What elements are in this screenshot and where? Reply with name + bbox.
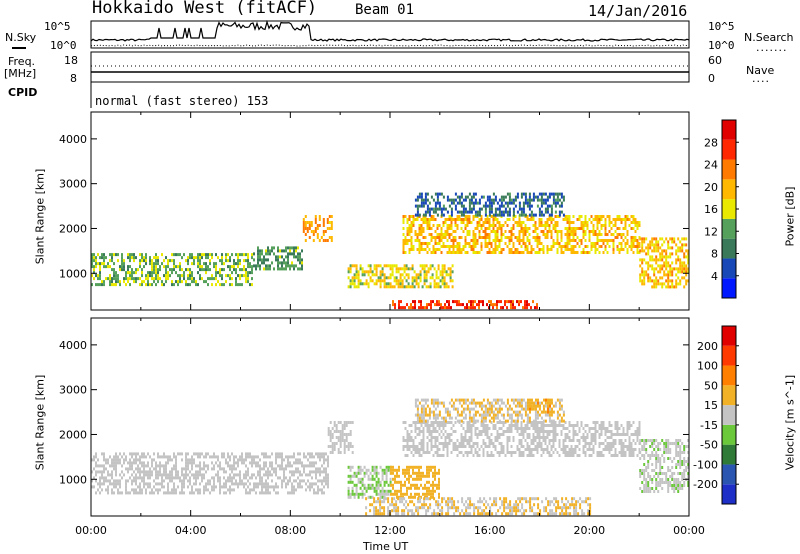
velocity-colorbar-tick-label: 100 xyxy=(697,360,718,373)
velocity-colorbar-cell xyxy=(722,385,736,406)
station-title: Hokkaido West (fitACF) xyxy=(92,0,318,18)
nsky-label: N.Sky xyxy=(5,31,37,44)
velocity-colorbar-cell xyxy=(722,464,736,485)
velocity-colorbar-tick-label: -15 xyxy=(700,419,718,432)
nave-bottom: 0 xyxy=(708,72,715,85)
velocity-ytick-label: 2000 xyxy=(59,428,87,441)
power-colorbar-tick-label: 8 xyxy=(711,248,718,261)
power-band xyxy=(639,237,690,289)
power-colorbar-cell xyxy=(722,159,736,180)
nsky-scale-top: 10^5 xyxy=(44,20,71,33)
xtick-label: 12:00 xyxy=(374,524,406,537)
power-band xyxy=(392,300,538,310)
velocity-colorbar-tick-label: 200 xyxy=(697,340,718,353)
nave-label: Nave xyxy=(746,64,775,77)
velocity-colorbar-tick-label: 15 xyxy=(704,399,718,412)
power-colorbar-cell xyxy=(722,278,736,298)
velocity-colorbar-cell xyxy=(722,484,736,504)
nsky-trace xyxy=(90,19,690,42)
velocity-colorbar-tick-label: -200 xyxy=(693,478,718,491)
power-colorbar-cell xyxy=(722,218,736,239)
nsearch-scale-bottom: 10^0 xyxy=(708,39,735,52)
nsky-legend-line xyxy=(12,47,26,49)
nsearch-legend-dots: ······· xyxy=(756,44,788,57)
power-band xyxy=(91,253,253,287)
power-colorbar-cell xyxy=(722,179,736,200)
power-band xyxy=(302,215,333,242)
velocity-band xyxy=(347,465,392,499)
velocity-colorbar-cell xyxy=(722,424,736,445)
power-ytick-label: 3000 xyxy=(59,178,87,191)
xtick-label: 00:00 xyxy=(75,524,107,537)
power-colorbar-cell xyxy=(722,199,736,219)
freq-unit: [MHz] xyxy=(4,67,37,80)
velocity-band xyxy=(402,421,641,457)
beam-title: Beam 01 xyxy=(355,2,415,18)
nsearch-label: N.Search xyxy=(744,31,794,44)
power-colorbar-cell xyxy=(722,258,736,279)
xtick-label: 00:00 xyxy=(673,524,705,537)
xtick-label: 16:00 xyxy=(474,524,506,537)
power-band xyxy=(414,192,565,217)
velocity-ytick-label: 3000 xyxy=(59,384,87,397)
power-colorbar-tick-label: 20 xyxy=(704,181,718,194)
power-colorbar-tick-label: 4 xyxy=(711,270,718,283)
velocity-colorbar-cell xyxy=(722,365,736,386)
power-colorbar-cell xyxy=(722,120,736,140)
freq-bottom: 8 xyxy=(70,72,77,85)
velocity-colorbar-tick-label: 50 xyxy=(704,379,718,392)
nsearch-scale-top: 10^5 xyxy=(708,20,735,33)
freq-top: 18 xyxy=(64,54,78,67)
nave-top: 60 xyxy=(708,54,722,67)
xtick-label: 08:00 xyxy=(274,524,306,537)
velocity-band xyxy=(390,465,440,499)
velocity-colorbar-cell xyxy=(722,444,736,465)
power-colorbar-tick-label: 28 xyxy=(704,136,718,149)
nsky-frame xyxy=(90,20,690,49)
power-ytick-label: 1000 xyxy=(59,267,87,280)
velocity-colorbar-cell xyxy=(722,405,736,425)
power-band xyxy=(253,246,303,271)
velocity-band xyxy=(327,421,354,454)
velocity-band xyxy=(365,497,592,516)
velocity-band xyxy=(639,439,690,493)
velocity-ytick-label: 4000 xyxy=(59,339,87,352)
velocity-ytick-label: 1000 xyxy=(59,473,87,486)
cpid-label: CPID xyxy=(8,86,38,99)
velocity-colorbar-tick-label: -100 xyxy=(693,458,718,471)
nave-legend-dots: ···· xyxy=(752,75,770,88)
power-band xyxy=(402,215,641,254)
velocity-band xyxy=(527,398,553,414)
freq-label: Freq. xyxy=(8,55,36,68)
power-ytick-label: 4000 xyxy=(59,133,87,146)
xtick-label: 04:00 xyxy=(175,524,207,537)
xaxis-label: Time UT xyxy=(363,540,409,553)
velocity-colorbar-frame xyxy=(721,325,737,505)
velocity-band xyxy=(91,452,329,495)
power-colorbar-tick-label: 12 xyxy=(704,225,718,238)
date-title: 14/Jan/2016 xyxy=(588,2,688,20)
nsearch-trace xyxy=(90,44,690,47)
velocity-colorbar-cell xyxy=(722,345,736,366)
power-colorbar-tick-label: 24 xyxy=(704,159,718,172)
cpid-text: normal (fast stereo) 153 xyxy=(95,94,269,108)
power-colorbar-cell xyxy=(722,139,736,160)
power-band xyxy=(347,264,454,289)
power-ytick-label: 2000 xyxy=(59,222,87,235)
velocity-colorbar-tick-label: -50 xyxy=(700,439,718,452)
xtick-label: 20:00 xyxy=(573,524,605,537)
power-colorbar-tick-label: 16 xyxy=(704,203,718,216)
freq-frame xyxy=(90,51,690,83)
nsky-scale-bottom: 10^0 xyxy=(50,39,77,52)
velocity-colorbar-cell xyxy=(722,326,736,346)
power-colorbar-cell xyxy=(722,238,736,259)
